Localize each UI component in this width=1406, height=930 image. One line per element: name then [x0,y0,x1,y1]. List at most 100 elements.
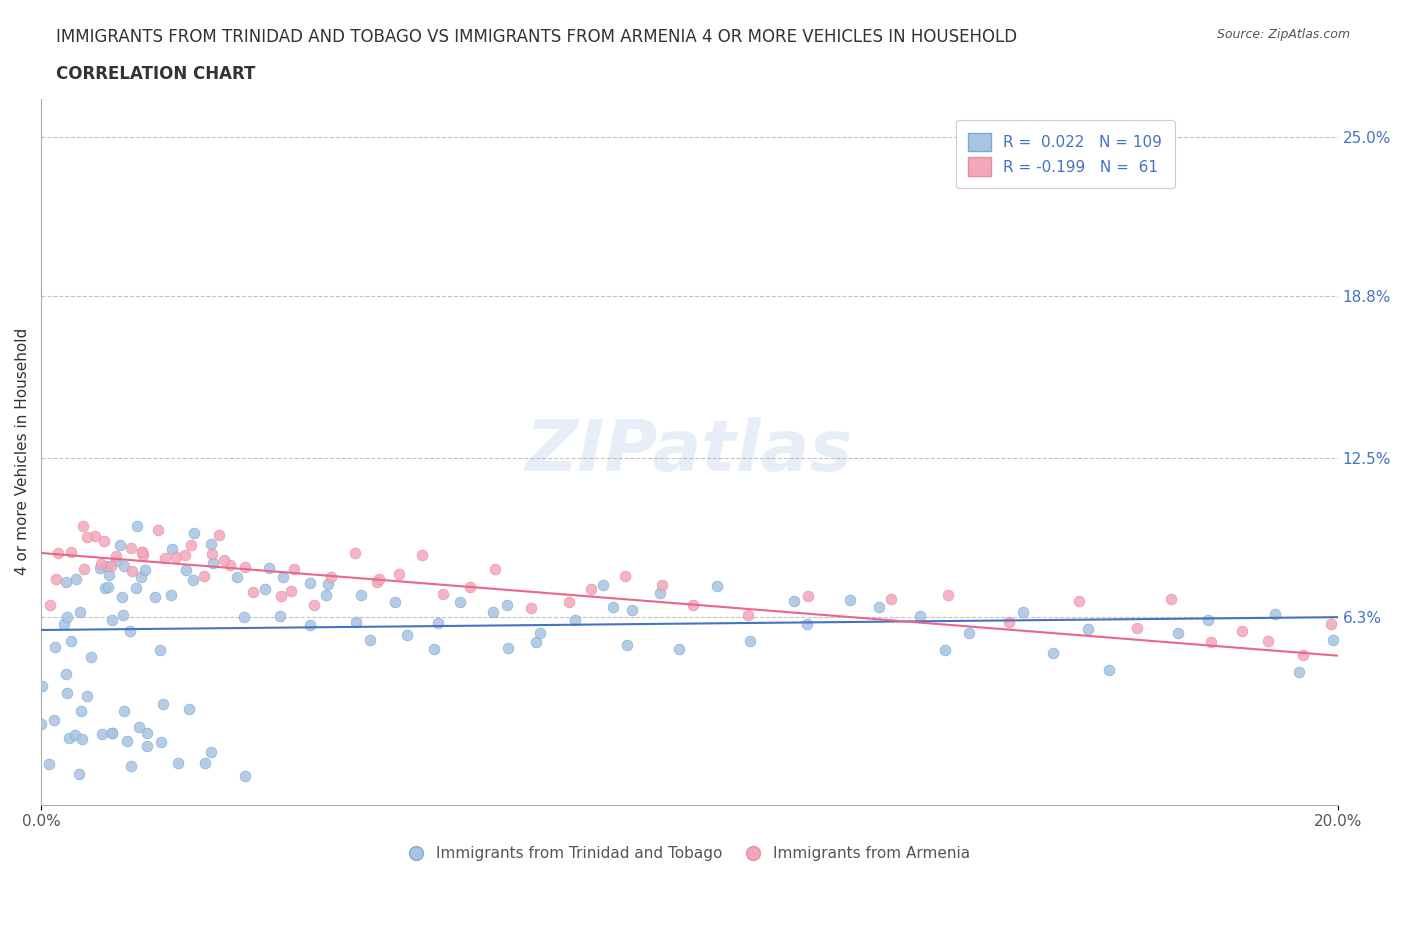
Legend: Immigrants from Trinidad and Tobago, Immigrants from Armenia: Immigrants from Trinidad and Tobago, Imm… [402,840,976,868]
Immigrants from Trinidad and Tobago [44,640,66,655]
Immigrants from Armenia [1126,620,1149,635]
Immigrants from Trinidad and Tobago [125,580,148,595]
Immigrants from Armenia [388,567,411,582]
Immigrants from Armenia [1067,593,1090,608]
Immigrants from Trinidad and Tobago [65,572,87,587]
Immigrants from Trinidad and Tobago [1264,606,1286,621]
Immigrants from Armenia [180,538,202,552]
Immigrants from Trinidad and Tobago [350,587,373,602]
Immigrants from Armenia [432,586,454,601]
Immigrants from Armenia [797,589,820,604]
Immigrants from Armenia [165,550,187,565]
Immigrants from Armenia [366,575,388,590]
Immigrants from Trinidad and Tobago [233,610,256,625]
Immigrants from Trinidad and Tobago [69,604,91,619]
Immigrants from Trinidad and Tobago [259,561,281,576]
Immigrants from Armenia [682,598,704,613]
Immigrants from Trinidad and Tobago [179,701,201,716]
Immigrants from Trinidad and Tobago [934,643,956,658]
Immigrants from Trinidad and Tobago [134,563,156,578]
Immigrants from Armenia [131,544,153,559]
Immigrants from Trinidad and Tobago [1197,613,1219,628]
Immigrants from Armenia [212,552,235,567]
Immigrants from Trinidad and Tobago [112,608,135,623]
Immigrants from Trinidad and Tobago [529,626,551,641]
Immigrants from Trinidad and Tobago [1167,626,1189,641]
Immigrants from Trinidad and Tobago [97,579,120,594]
Immigrants from Trinidad and Tobago [101,725,124,740]
Immigrants from Trinidad and Tobago [58,730,80,745]
Immigrants from Armenia [411,548,433,563]
Immigrants from Trinidad and Tobago [524,634,547,649]
Immigrants from Trinidad and Tobago [1288,665,1310,680]
Immigrants from Trinidad and Tobago [648,586,671,601]
Immigrants from Armenia [998,614,1021,629]
Immigrants from Trinidad and Tobago [112,703,135,718]
Immigrants from Trinidad and Tobago [38,756,60,771]
Immigrants from Trinidad and Tobago [957,625,980,640]
Immigrants from Armenia [519,601,541,616]
Immigrants from Trinidad and Tobago [143,590,166,604]
Immigrants from Armenia [1320,616,1343,631]
Immigrants from Trinidad and Tobago [55,666,77,681]
Immigrants from Armenia [100,558,122,573]
Immigrants from Armenia [132,548,155,563]
Immigrants from Armenia [737,607,759,622]
Immigrants from Armenia [193,568,215,583]
Immigrants from Trinidad and Tobago [868,600,890,615]
Immigrants from Armenia [83,529,105,544]
Immigrants from Trinidad and Tobago [1077,621,1099,636]
Y-axis label: 4 or more Vehicles in Household: 4 or more Vehicles in Household [15,328,30,576]
Immigrants from Trinidad and Tobago [706,578,728,593]
Immigrants from Trinidad and Tobago [160,541,183,556]
Immigrants from Trinidad and Tobago [269,609,291,624]
Immigrants from Trinidad and Tobago [128,720,150,735]
Immigrants from Trinidad and Tobago [135,725,157,740]
Immigrants from Trinidad and Tobago [271,569,294,584]
Immigrants from Trinidad and Tobago [449,594,471,609]
Immigrants from Armenia [302,597,325,612]
Immigrants from Trinidad and Tobago [114,559,136,574]
Immigrants from Trinidad and Tobago [167,755,190,770]
Immigrants from Armenia [233,560,256,575]
Immigrants from Trinidad and Tobago [70,704,93,719]
Immigrants from Armenia [270,589,292,604]
Immigrants from Armenia [283,562,305,577]
Immigrants from Trinidad and Tobago [233,769,256,784]
Immigrants from Trinidad and Tobago [31,679,53,694]
Immigrants from Trinidad and Tobago [60,634,83,649]
Immigrants from Armenia [651,578,673,592]
Immigrants from Trinidad and Tobago [738,634,761,649]
Immigrants from Armenia [280,583,302,598]
Immigrants from Trinidad and Tobago [183,525,205,540]
Immigrants from Trinidad and Tobago [592,578,614,592]
Immigrants from Armenia [557,595,579,610]
Immigrants from Trinidad and Tobago [194,755,217,770]
Immigrants from Armenia [104,549,127,564]
Immigrants from Trinidad and Tobago [564,612,586,627]
Immigrants from Trinidad and Tobago [149,643,172,658]
Immigrants from Trinidad and Tobago [76,689,98,704]
Immigrants from Armenia [93,534,115,549]
Immigrants from Trinidad and Tobago [131,570,153,585]
Immigrants from Trinidad and Tobago [298,618,321,632]
Immigrants from Trinidad and Tobago [115,734,138,749]
Immigrants from Trinidad and Tobago [298,576,321,591]
Immigrants from Trinidad and Tobago [152,697,174,711]
Text: IMMIGRANTS FROM TRINIDAD AND TOBAGO VS IMMIGRANTS FROM ARMENIA 4 OR MORE VEHICLE: IMMIGRANTS FROM TRINIDAD AND TOBAGO VS I… [56,28,1018,46]
Immigrants from Trinidad and Tobago [42,712,65,727]
Immigrants from Trinidad and Tobago [125,519,148,534]
Immigrants from Armenia [90,556,112,571]
Immigrants from Trinidad and Tobago [1098,663,1121,678]
Immigrants from Trinidad and Tobago [160,588,183,603]
Immigrants from Armenia [38,598,60,613]
Immigrants from Trinidad and Tobago [108,538,131,552]
Immigrants from Trinidad and Tobago [200,536,222,551]
Immigrants from Trinidad and Tobago [253,582,276,597]
Immigrants from Trinidad and Tobago [93,580,115,595]
Immigrants from Trinidad and Tobago [225,570,247,585]
Immigrants from Armenia [880,591,903,606]
Immigrants from Trinidad and Tobago [70,731,93,746]
Immigrants from Armenia [59,545,82,560]
Immigrants from Armenia [1230,623,1253,638]
